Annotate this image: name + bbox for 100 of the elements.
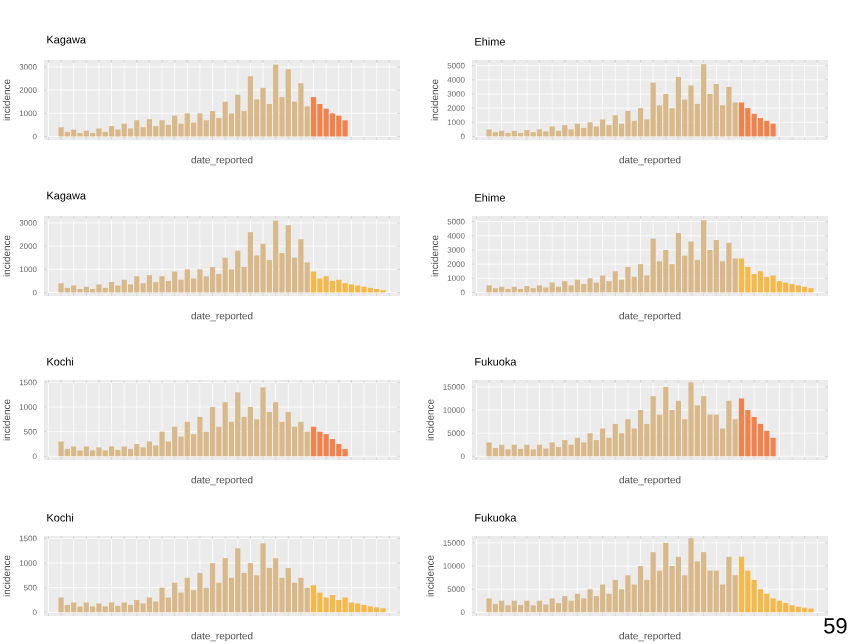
bar (770, 275, 776, 293)
bar (317, 104, 323, 137)
bar (663, 94, 669, 137)
bar (329, 281, 336, 293)
bar (355, 603, 361, 613)
bar (336, 280, 342, 293)
bar (209, 407, 216, 457)
bar (235, 548, 241, 613)
bar (71, 285, 77, 293)
bar (348, 284, 354, 293)
bar (713, 570, 719, 613)
bar (612, 424, 618, 457)
bar (562, 281, 568, 293)
bar (102, 450, 108, 457)
bar (600, 119, 606, 137)
bar (625, 267, 631, 293)
bar (562, 125, 568, 137)
bar (298, 239, 304, 293)
bar (562, 440, 568, 457)
bar (511, 445, 517, 457)
bar (159, 431, 165, 457)
bar (518, 605, 524, 613)
bar (235, 392, 241, 457)
bar (285, 69, 291, 137)
bar (505, 449, 511, 457)
bar (543, 448, 549, 457)
bar (83, 287, 89, 293)
bar (757, 118, 764, 137)
bar (197, 113, 203, 137)
bar (587, 433, 593, 457)
bar (146, 275, 153, 293)
bar (298, 578, 304, 613)
bar (568, 129, 574, 137)
bar (650, 238, 656, 293)
bar (574, 280, 581, 293)
bar (140, 603, 146, 613)
bar (524, 130, 530, 137)
bar (342, 283, 348, 293)
bar (71, 129, 77, 137)
bar (108, 126, 115, 137)
bar (71, 602, 77, 613)
bar (701, 552, 707, 613)
bar (745, 108, 751, 137)
bar (486, 442, 492, 457)
bar (96, 447, 102, 457)
bar (336, 115, 342, 137)
bar (260, 88, 266, 137)
bar (568, 285, 574, 293)
bar (58, 441, 64, 457)
bar (675, 77, 682, 137)
bar (701, 220, 707, 293)
bar (197, 417, 203, 457)
bar (625, 111, 631, 137)
bar (317, 431, 323, 457)
bar (58, 597, 64, 613)
bar (549, 442, 555, 457)
bar (184, 113, 190, 137)
bar (348, 602, 354, 613)
bar (486, 285, 492, 293)
bar (197, 573, 203, 613)
bar (172, 115, 178, 137)
bar (134, 600, 140, 613)
bar (310, 585, 317, 613)
bar (650, 396, 656, 457)
bar (127, 128, 134, 137)
bar (96, 128, 102, 137)
bar (770, 438, 776, 457)
bar (530, 449, 536, 457)
bar (499, 601, 505, 613)
bar (134, 444, 140, 457)
bar (260, 543, 266, 613)
bar (317, 592, 323, 613)
bar (310, 271, 317, 293)
bar (310, 427, 317, 457)
bar (108, 602, 115, 613)
bar (260, 244, 266, 293)
bar (650, 82, 656, 137)
bar (336, 444, 342, 457)
bar (536, 601, 543, 613)
bar (90, 606, 96, 613)
bar (323, 276, 329, 293)
bar (663, 543, 669, 613)
bar (298, 422, 304, 457)
bar (342, 120, 348, 137)
bar (543, 604, 549, 613)
bar (285, 412, 291, 457)
bar (726, 87, 732, 137)
bar (222, 402, 228, 457)
bar (637, 566, 644, 613)
bar (625, 575, 631, 613)
bar (600, 275, 606, 293)
bar (764, 594, 770, 613)
bar (530, 605, 536, 613)
bar (146, 597, 153, 613)
bar (260, 387, 266, 457)
bar (738, 102, 745, 137)
bar (64, 449, 70, 457)
bar (298, 83, 304, 137)
bar (536, 445, 543, 457)
bar (726, 243, 732, 293)
